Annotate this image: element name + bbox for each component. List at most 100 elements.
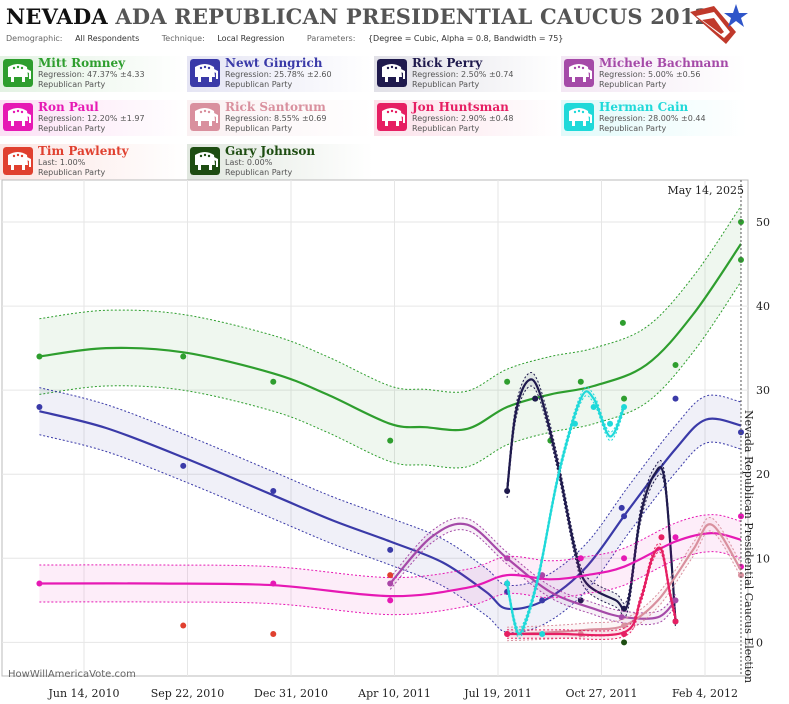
candidate-name: Mitt Romney (38, 56, 126, 70)
elephant-icon (190, 147, 220, 175)
band-upper-line (389, 517, 676, 614)
legend-card[interactable]: Herman Cain Regression: 28.00% ±0.44 Repub… (561, 100, 747, 136)
poll-chart: Jun 14, 2010 Sep 22, 2010 Dec 31, 2010 Apr … (0, 178, 789, 704)
technique-label: Technique: (161, 34, 205, 43)
chart-parameters: Demographic: All Respondents Technique: … (6, 34, 583, 43)
series-jon-huntsman (504, 534, 679, 640)
legend-card[interactable]: Tim Pawlenty Last: 1.00% Republican Party (0, 144, 186, 180)
legend-card[interactable]: Gary Johnson Last: 0.00% Republican Party (187, 144, 373, 180)
y-tick-label: 30 (756, 384, 770, 397)
candidate-stat: Last: 1.00% (38, 158, 86, 167)
data-point (270, 630, 277, 637)
candidate-stat: Regression: 12.20% ±1.97 (38, 114, 145, 123)
data-point (387, 437, 394, 444)
candidate-party: Republican Party (38, 168, 106, 177)
data-point (539, 597, 546, 604)
data-point (672, 534, 679, 541)
data-point (387, 546, 394, 553)
data-point (577, 378, 584, 385)
data-point (387, 572, 394, 579)
y-tick-label: 20 (756, 468, 770, 481)
x-tick-label: Feb 4, 2012 (672, 687, 738, 700)
candidate-party: Republican Party (225, 80, 293, 89)
header: NEVADA ADA REPUBLICAN PRESIDENTIAL CAUCU… (0, 0, 789, 50)
x-tick-label: Sep 22, 2010 (151, 687, 225, 700)
x-tick-label: Oct 27, 2011 (565, 687, 637, 700)
data-point (577, 597, 584, 604)
band-upper-line (39, 205, 742, 393)
data-point (504, 630, 511, 637)
series-herman-cain (504, 386, 628, 639)
chart-svg: Jun 14, 2010 Sep 22, 2010 Dec 31, 2010 Apr … (1, 179, 770, 700)
regression-line (506, 378, 677, 622)
elephant-icon (377, 103, 407, 131)
legend-card[interactable]: Newt Gingrich Regression: 25.78% ±2.60 Rep… (187, 56, 373, 92)
band-lower-line (39, 281, 742, 469)
candidate-stat: Regression: 47.37% ±4.33 (38, 70, 145, 79)
legend-card[interactable]: Rick Santorum Regression: 8.55% ±0.69 Repu… (187, 100, 373, 136)
data-point (387, 597, 394, 604)
plot-frame (1, 179, 749, 677)
watermark: HowWillAmericaVote.com (8, 669, 136, 680)
data-point (621, 555, 628, 562)
series-tim-pawlenty (180, 572, 394, 637)
series-gary-johnson (621, 639, 628, 646)
band-lower-line (507, 530, 742, 642)
y-tick-label: 0 (756, 636, 763, 649)
confidence-band (39, 387, 741, 633)
today-date-label: May 14, 2025 (667, 184, 744, 197)
candidate-name: Herman Cain (599, 100, 689, 114)
regression-line (506, 390, 626, 636)
confidence-band (390, 517, 676, 625)
elephant-icon (3, 147, 33, 175)
candidate-party: Republican Party (38, 80, 106, 89)
data-point (504, 488, 511, 495)
legend-card[interactable]: Ron Paul Regression: 12.20% ±1.97 Republic… (0, 100, 186, 136)
candidate-name: Jon Huntsman (412, 100, 509, 114)
data-point (737, 219, 744, 226)
data-point (621, 630, 628, 637)
data-point (504, 580, 511, 587)
legend-card[interactable]: Rick Perry Regression: 2.50% ±0.74 Republi… (374, 56, 560, 92)
candidate-stat: Regression: 2.50% ±0.74 (412, 70, 514, 79)
data-point (539, 572, 546, 579)
regression-line (507, 546, 677, 637)
candidate-stat: Last: 0.00% (225, 158, 273, 167)
series-michele-bachmann (387, 517, 679, 626)
data-point (36, 403, 43, 410)
band-lower-line (506, 395, 625, 639)
data-point (621, 513, 628, 520)
candidate-party: Republican Party (412, 124, 480, 133)
data-point (672, 361, 679, 368)
elephant-icon (3, 59, 33, 87)
demographic-value: All Respondents (75, 34, 140, 43)
elephant-icon (564, 59, 594, 87)
data-point (270, 378, 277, 385)
band-lower-line (389, 529, 676, 626)
data-point (270, 488, 277, 495)
x-tick-label: Dec 31, 2010 (254, 687, 328, 700)
y-tick-label: 50 (756, 216, 770, 229)
elephant-icon (564, 103, 594, 131)
data-point (36, 580, 43, 587)
data-point (270, 580, 277, 587)
data-point (621, 403, 628, 410)
data-point (672, 597, 679, 604)
elephant-icon (190, 59, 220, 87)
legend-card[interactable]: Jon Huntsman Regression: 2.90% ±0.48 Repub… (374, 100, 560, 136)
page-title: NEVADA ADA REPUBLICAN PRESIDENTIAL CAUCU… (6, 4, 709, 29)
series-ron-paul (36, 513, 744, 616)
title-rest: ADA REPUBLICAN PRESIDENTIAL CAUCUS 2012 (115, 4, 710, 29)
band-upper-line (506, 386, 625, 631)
technique-value: Local Regression (217, 34, 285, 43)
legend-card[interactable]: Mitt Romney Regression: 47.37% ±4.33 Repub… (0, 56, 186, 92)
candidate-party: Republican Party (599, 80, 667, 89)
data-point (621, 622, 628, 629)
data-point (180, 622, 187, 629)
data-point (672, 395, 679, 402)
candidate-name: Gary Johnson (225, 144, 316, 158)
candidate-legend: Mitt Romney Regression: 47.37% ±4.33 Repub… (0, 56, 789, 180)
data-point (658, 534, 665, 541)
legend-card[interactable]: Michele Bachmann Regression: 5.00% ±0.56 R… (561, 56, 747, 92)
data-point (737, 572, 744, 579)
